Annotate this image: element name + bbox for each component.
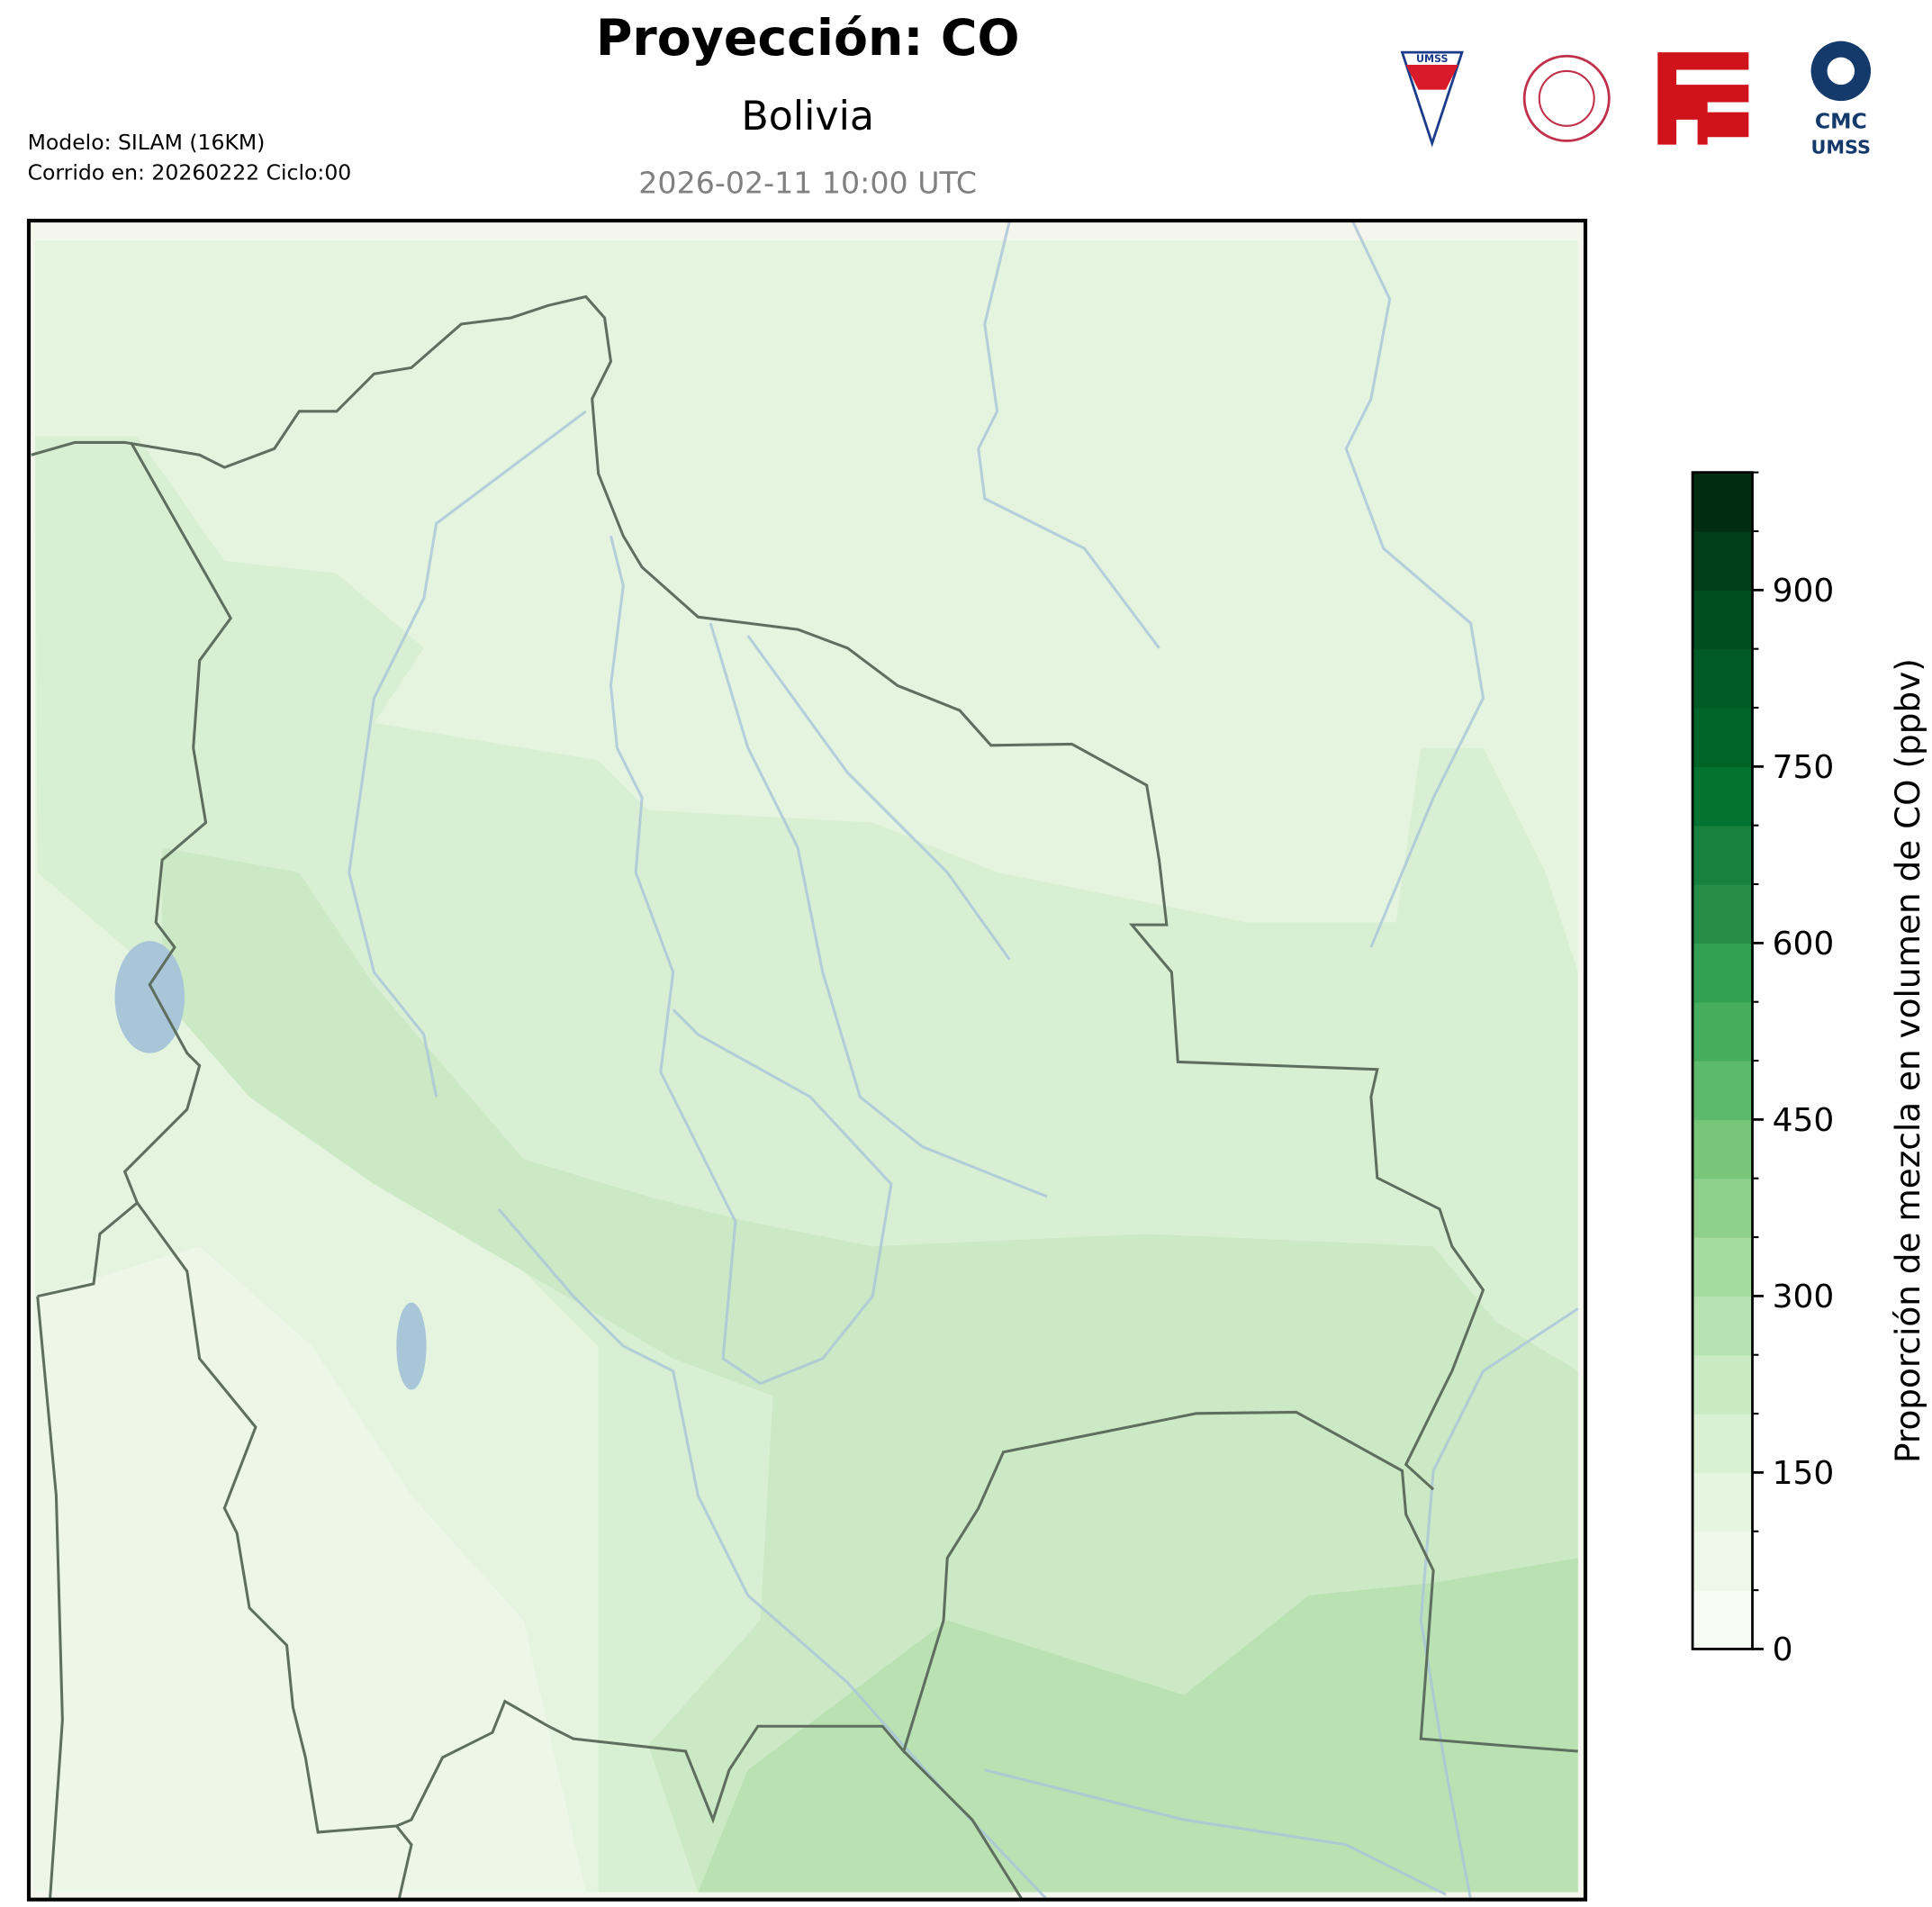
colorbar-tick-label: 300 bbox=[1773, 1279, 1835, 1315]
colorbar-bin bbox=[1693, 1178, 1753, 1238]
colorbar-bin bbox=[1693, 472, 1753, 532]
country-border bbox=[37, 441, 233, 1298]
country-border bbox=[31, 294, 1485, 1491]
logo-fisica bbox=[1522, 54, 1611, 142]
colorbar: 0 150 300 450 600 750 900 Proporción de mezcla … bbox=[1691, 471, 1927, 1668]
colorbar-bin bbox=[1693, 1119, 1753, 1179]
logo-cmc-text: CMC bbox=[1815, 109, 1867, 134]
field-peak bbox=[698, 1558, 1578, 1893]
colorbar-bin bbox=[1693, 648, 1753, 709]
river bbox=[348, 410, 587, 1098]
colorbar-tick-label: 750 bbox=[1773, 749, 1835, 786]
colorbar-tick-label: 900 bbox=[1773, 573, 1835, 610]
logos: UMSS CMC UMSS bbox=[1400, 41, 1871, 158]
colorbar-bin bbox=[1693, 530, 1753, 592]
colorbar-bin bbox=[1693, 1590, 1753, 1650]
colorbar-tick-label: 0 bbox=[1773, 1631, 1793, 1668]
country-border bbox=[395, 1825, 413, 1900]
logo-cmc-inner bbox=[1827, 57, 1855, 86]
colorbar-bin bbox=[1693, 825, 1753, 885]
colorbar-tick-label: 600 bbox=[1773, 926, 1835, 963]
river bbox=[609, 535, 893, 1386]
river bbox=[1419, 1307, 1579, 1900]
river bbox=[497, 1207, 1049, 1900]
colorbar-label: Proporción de mezcla en volumen de CO (p… bbox=[1888, 658, 1927, 1463]
run-info: Corrido en: 20260222 Ciclo:00 bbox=[28, 159, 352, 185]
colorbar-bin bbox=[1693, 1296, 1753, 1356]
logo-cmc-sub: UMSS bbox=[1811, 136, 1871, 158]
model-info: Modelo: SILAM (16KM) bbox=[28, 130, 266, 155]
field-high bbox=[162, 847, 1578, 1893]
title: Proyección: CO bbox=[596, 10, 1020, 68]
colorbar-bin bbox=[1693, 708, 1753, 768]
colorbar-bin bbox=[1693, 766, 1753, 827]
colorbar-bin bbox=[1693, 1472, 1753, 1532]
lake-titicaca bbox=[114, 941, 185, 1053]
logo-red bbox=[1657, 52, 1749, 145]
river bbox=[709, 622, 1048, 1198]
logo-umss-text: UMSS bbox=[1416, 53, 1448, 65]
map bbox=[26, 218, 1588, 1902]
river bbox=[984, 1768, 1447, 1896]
colorbar-bin bbox=[1693, 1414, 1753, 1474]
map-frame bbox=[26, 218, 1588, 1902]
river bbox=[977, 221, 1160, 649]
country-border bbox=[36, 1296, 64, 1900]
field-low bbox=[34, 1246, 586, 1893]
colorbar-bin bbox=[1693, 1531, 1753, 1591]
logo-fisica-inner bbox=[1538, 69, 1595, 127]
colorbar-tick-label: 150 bbox=[1773, 1455, 1835, 1492]
colorbar-bin bbox=[1693, 1237, 1753, 1297]
river bbox=[746, 635, 1011, 961]
subtitle: Bolivia bbox=[741, 94, 874, 140]
lake-poopo bbox=[396, 1302, 427, 1390]
colorbar-bin bbox=[1693, 1001, 1753, 1062]
logo-umss-red bbox=[1405, 64, 1458, 90]
colorbar-bin bbox=[1693, 943, 1753, 1003]
country-border bbox=[902, 1749, 1024, 1900]
colorbar-tick-label: 450 bbox=[1773, 1102, 1835, 1139]
date: 2026-02-11 10:00 UTC bbox=[638, 166, 977, 201]
colorbar-bin bbox=[1693, 590, 1753, 650]
colorbar-bin bbox=[1693, 1061, 1753, 1121]
river bbox=[1344, 221, 1485, 948]
colorbar-bin bbox=[1693, 1354, 1753, 1414]
colorbar-bin bbox=[1693, 884, 1753, 944]
country-border bbox=[136, 1201, 1578, 1834]
